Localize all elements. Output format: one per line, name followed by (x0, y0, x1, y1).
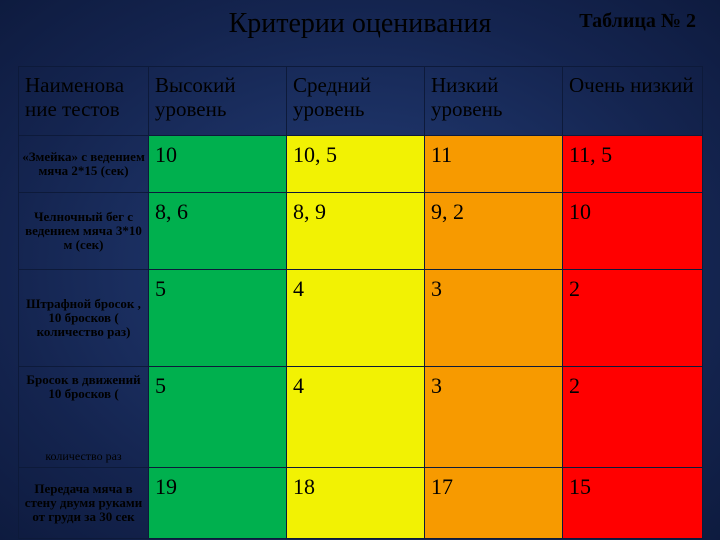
row-name: Бросок в движений 10 бросков ( (19, 367, 149, 434)
cell-high: 19 (149, 468, 287, 539)
cell-med: 10, 5 (287, 136, 425, 193)
col-header-vlow: Очень низкий (563, 67, 703, 136)
col-header-low: Низкий уровень (425, 67, 563, 136)
col-header-med: Средний уровень (287, 67, 425, 136)
cell-vlow: 10 (563, 193, 703, 270)
cell-med: 18 (287, 468, 425, 539)
cell-vlow: 11, 5 (563, 136, 703, 193)
row-name: Челночный бег с ведением мяча 3*10 м (се… (19, 193, 149, 270)
row-name: Штрафной бросок , 10 бросков ( количеств… (19, 270, 149, 367)
table-row: «Змейка» с ведением мяча 2*15 (сек) 10 1… (19, 136, 703, 193)
row-name: «Змейка» с ведением мяча 2*15 (сек) (19, 136, 149, 193)
row-name: Передача мяча в стену двумя руками от гр… (19, 468, 149, 539)
cell-high: 8, 6 (149, 193, 287, 270)
table-row: Челночный бег с ведением мяча 3*10 м (се… (19, 193, 703, 270)
cell-med: 4 (287, 367, 425, 468)
cell-vlow: 15 (563, 468, 703, 539)
cell-med: 4 (287, 270, 425, 367)
cell-low: 3 (425, 367, 563, 468)
cell-high: 10 (149, 136, 287, 193)
cell-high: 5 (149, 367, 287, 468)
cell-low: 3 (425, 270, 563, 367)
table-row: Передача мяча в стену двумя руками от гр… (19, 468, 703, 539)
table-row: Бросок в движений 10 бросков ( 5 4 3 2 (19, 367, 703, 434)
cell-vlow: 2 (563, 270, 703, 367)
cell-med: 8, 9 (287, 193, 425, 270)
criteria-table: Наименова ние тестов Высокий уровень Сре… (18, 66, 703, 539)
table-number: Таблица № 2 (579, 10, 696, 33)
cell-low: 11 (425, 136, 563, 193)
table-header-row: Наименова ние тестов Высокий уровень Сре… (19, 67, 703, 136)
row-name-extra: количество раз (19, 433, 149, 468)
table-row: Штрафной бросок , 10 бросков ( количеств… (19, 270, 703, 367)
col-header-name: Наименова ние тестов (19, 67, 149, 136)
page-title: Критерии оценивания (229, 8, 492, 40)
cell-low: 17 (425, 468, 563, 539)
cell-vlow: 2 (563, 367, 703, 468)
cell-high: 5 (149, 270, 287, 367)
col-header-high: Высокий уровень (149, 67, 287, 136)
cell-low: 9, 2 (425, 193, 563, 270)
